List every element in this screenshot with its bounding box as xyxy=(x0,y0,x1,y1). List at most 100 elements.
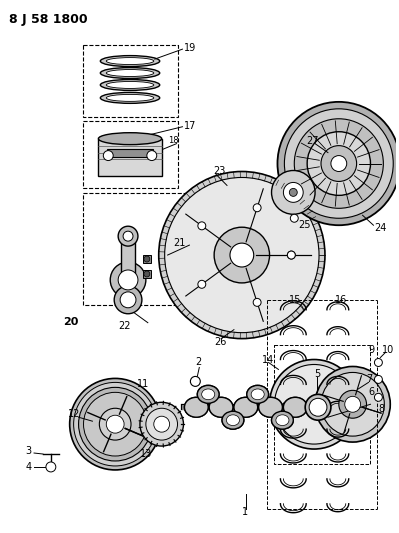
Ellipse shape xyxy=(198,385,219,403)
Text: 10: 10 xyxy=(382,344,395,354)
Circle shape xyxy=(147,151,157,160)
Text: 26: 26 xyxy=(214,337,227,346)
Text: 27: 27 xyxy=(306,136,319,146)
Circle shape xyxy=(165,177,319,333)
Circle shape xyxy=(214,227,270,283)
Ellipse shape xyxy=(251,389,264,400)
Text: 8 J 58 1800: 8 J 58 1800 xyxy=(9,13,88,26)
Ellipse shape xyxy=(259,397,282,417)
Circle shape xyxy=(120,292,136,308)
Text: 11: 11 xyxy=(137,379,149,390)
Circle shape xyxy=(144,256,150,262)
Ellipse shape xyxy=(100,55,160,67)
Ellipse shape xyxy=(234,397,258,417)
Text: 1: 1 xyxy=(242,507,248,516)
Ellipse shape xyxy=(106,69,154,77)
Ellipse shape xyxy=(100,68,160,78)
Circle shape xyxy=(106,415,124,433)
Circle shape xyxy=(70,378,161,470)
Circle shape xyxy=(374,359,382,367)
Circle shape xyxy=(272,171,315,214)
Text: 19: 19 xyxy=(184,43,196,53)
Bar xyxy=(83,121,178,188)
Ellipse shape xyxy=(275,414,290,426)
Text: 3: 3 xyxy=(25,446,31,456)
Ellipse shape xyxy=(276,415,289,425)
Text: 24: 24 xyxy=(374,223,387,233)
Circle shape xyxy=(83,392,147,456)
Text: 20: 20 xyxy=(63,317,78,327)
Circle shape xyxy=(287,251,295,259)
Circle shape xyxy=(339,390,367,418)
Text: 21: 21 xyxy=(174,238,186,248)
Circle shape xyxy=(345,397,361,412)
Circle shape xyxy=(140,402,184,446)
Text: 14: 14 xyxy=(262,354,274,365)
Ellipse shape xyxy=(283,397,307,417)
Ellipse shape xyxy=(106,94,154,101)
Text: 22: 22 xyxy=(118,321,130,330)
Ellipse shape xyxy=(198,385,219,403)
Circle shape xyxy=(118,270,138,290)
Circle shape xyxy=(74,382,157,466)
Circle shape xyxy=(118,226,138,246)
Ellipse shape xyxy=(272,411,293,429)
Ellipse shape xyxy=(247,385,269,403)
Circle shape xyxy=(294,119,383,208)
Circle shape xyxy=(253,298,261,306)
Text: 4: 4 xyxy=(25,462,31,472)
Bar xyxy=(121,240,135,280)
Circle shape xyxy=(103,151,113,160)
Ellipse shape xyxy=(106,82,154,88)
Ellipse shape xyxy=(106,58,154,64)
Circle shape xyxy=(190,376,200,386)
Text: 23: 23 xyxy=(213,166,225,175)
Ellipse shape xyxy=(209,397,233,417)
Circle shape xyxy=(374,393,382,401)
Bar xyxy=(273,345,371,464)
Circle shape xyxy=(110,262,146,298)
Circle shape xyxy=(159,172,325,338)
Text: 16: 16 xyxy=(335,295,347,305)
Circle shape xyxy=(144,271,150,277)
Bar xyxy=(99,139,162,176)
Bar xyxy=(83,45,178,117)
Text: 5: 5 xyxy=(314,369,320,379)
Circle shape xyxy=(321,373,384,436)
Text: 15: 15 xyxy=(289,295,302,305)
Bar xyxy=(143,255,151,263)
Ellipse shape xyxy=(247,385,269,403)
Ellipse shape xyxy=(209,397,233,417)
Circle shape xyxy=(114,286,142,314)
Bar xyxy=(143,270,151,278)
Circle shape xyxy=(275,365,354,444)
Ellipse shape xyxy=(259,397,282,417)
Ellipse shape xyxy=(234,397,258,417)
Text: 12: 12 xyxy=(68,409,80,419)
Circle shape xyxy=(287,251,295,259)
Circle shape xyxy=(374,375,382,383)
Circle shape xyxy=(289,188,297,196)
Circle shape xyxy=(123,231,133,241)
Circle shape xyxy=(277,102,399,225)
Text: 18: 18 xyxy=(168,136,178,145)
Ellipse shape xyxy=(272,411,293,429)
Ellipse shape xyxy=(100,92,160,103)
Circle shape xyxy=(307,132,371,196)
Circle shape xyxy=(253,204,261,212)
Bar xyxy=(107,149,153,157)
Ellipse shape xyxy=(283,397,307,417)
Text: 17: 17 xyxy=(184,121,196,131)
Circle shape xyxy=(331,156,347,172)
Circle shape xyxy=(315,367,390,442)
Circle shape xyxy=(198,280,206,288)
Circle shape xyxy=(46,462,56,472)
Ellipse shape xyxy=(99,133,162,144)
Text: 2: 2 xyxy=(196,358,201,367)
Ellipse shape xyxy=(226,414,240,426)
Circle shape xyxy=(146,408,178,440)
Text: 13: 13 xyxy=(140,449,152,459)
Text: 7: 7 xyxy=(367,374,373,384)
Circle shape xyxy=(284,109,393,218)
Ellipse shape xyxy=(184,397,208,417)
